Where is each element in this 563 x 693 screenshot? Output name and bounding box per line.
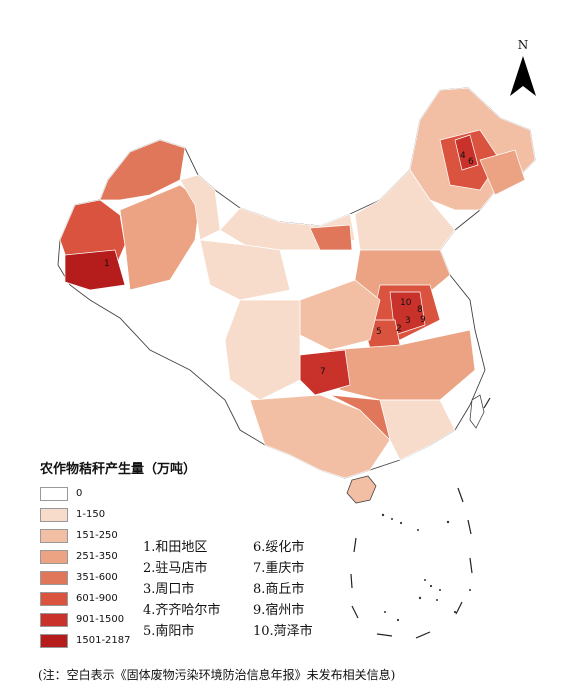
key-item: 10.菏泽市: [253, 624, 313, 639]
nine-dash-line: [350, 397, 491, 639]
legend-label: 351-600: [76, 572, 118, 583]
legend-swatch: [40, 633, 68, 648]
legend-label: 1-150: [76, 509, 106, 520]
region-fill: [454, 134, 479, 171]
rank-labels: 1 4 6 10 8 9 3 2 5 7: [104, 151, 474, 377]
region-fill: [249, 394, 391, 479]
north-arrow: N: [510, 38, 536, 100]
legend-swatch: [40, 507, 68, 522]
key-item: 7.重庆市: [253, 561, 305, 576]
key-item: 5.南阳市: [143, 624, 195, 639]
legend-label: 901-1500: [76, 614, 125, 625]
legend-row: 151-250: [40, 526, 131, 545]
rank-marker-7: 7: [320, 367, 326, 377]
legend-label: 151-250: [76, 530, 118, 541]
legend-row: 251-350: [40, 547, 131, 566]
rank-marker-3: 3: [405, 316, 411, 326]
region-fill: [119, 184, 201, 291]
rank-marker-6: 6: [468, 157, 474, 167]
top-region-key: 1.和田地区 6.绥化市 2.驻马店市 7.重庆市 3.周口市 8.商丘市 4.…: [143, 539, 363, 641]
legend: 0 1-150 151-250 251-350 351-600 601-900 901-15…: [40, 484, 131, 652]
region-fill: [99, 139, 186, 201]
rank-marker-8: 8: [417, 305, 423, 315]
rank-marker-4: 4: [460, 151, 466, 161]
region-fill: [309, 224, 353, 251]
key-item: 3.周口市: [143, 582, 195, 597]
key-item: 9.宿州市: [253, 603, 305, 618]
key-item: 6.绥化市: [253, 540, 305, 555]
rank-marker-9: 9: [420, 315, 426, 325]
region-fill: [199, 239, 291, 301]
key-item: 4.齐齐哈尔市: [143, 603, 221, 618]
hainan-island: [346, 475, 377, 504]
legend-label: 251-350: [76, 551, 118, 562]
rank-marker-5: 5: [376, 327, 382, 337]
north-label: N: [517, 38, 529, 52]
legend-label: 1501-2187: [76, 635, 131, 646]
key-item: 8.商丘市: [253, 582, 305, 597]
legend-swatch: [40, 612, 68, 627]
region-fill: [479, 149, 526, 196]
legend-row: 1501-2187: [40, 631, 131, 650]
legend-swatch: [40, 570, 68, 585]
legend-row: 351-600: [40, 568, 131, 587]
rank-marker-2: 2: [396, 324, 402, 334]
legend-row: 1-150: [40, 505, 131, 524]
legend-label: 0: [76, 488, 83, 499]
legend-swatch: [40, 486, 68, 501]
legend-title: 农作物秸秆产生量（万吨）: [40, 462, 197, 477]
region-fills: [59, 87, 536, 479]
legend-label: 601-900: [76, 593, 118, 604]
north-arrow-icon: [510, 56, 536, 96]
taiwan-island: [469, 394, 485, 429]
region-fill: [329, 329, 476, 401]
south-china-sea-islands: [381, 513, 471, 622]
legend-row: 0: [40, 484, 131, 503]
legend-swatch: [40, 591, 68, 606]
legend-swatch: [40, 549, 68, 564]
region-fill: [64, 249, 126, 291]
rank-marker-10: 10: [400, 298, 412, 308]
region-fill: [329, 394, 391, 442]
legend-row: 901-1500: [40, 610, 131, 629]
rank-marker-1: 1: [104, 259, 110, 269]
key-item: 2.驻马店市: [143, 561, 208, 576]
key-item: 1.和田地区: [143, 540, 208, 555]
footnote: (注：空白表示《固体废物污染环境防治信息年报》未发布相关信息): [38, 668, 396, 682]
legend-swatch: [40, 528, 68, 543]
legend-row: 601-900: [40, 589, 131, 608]
